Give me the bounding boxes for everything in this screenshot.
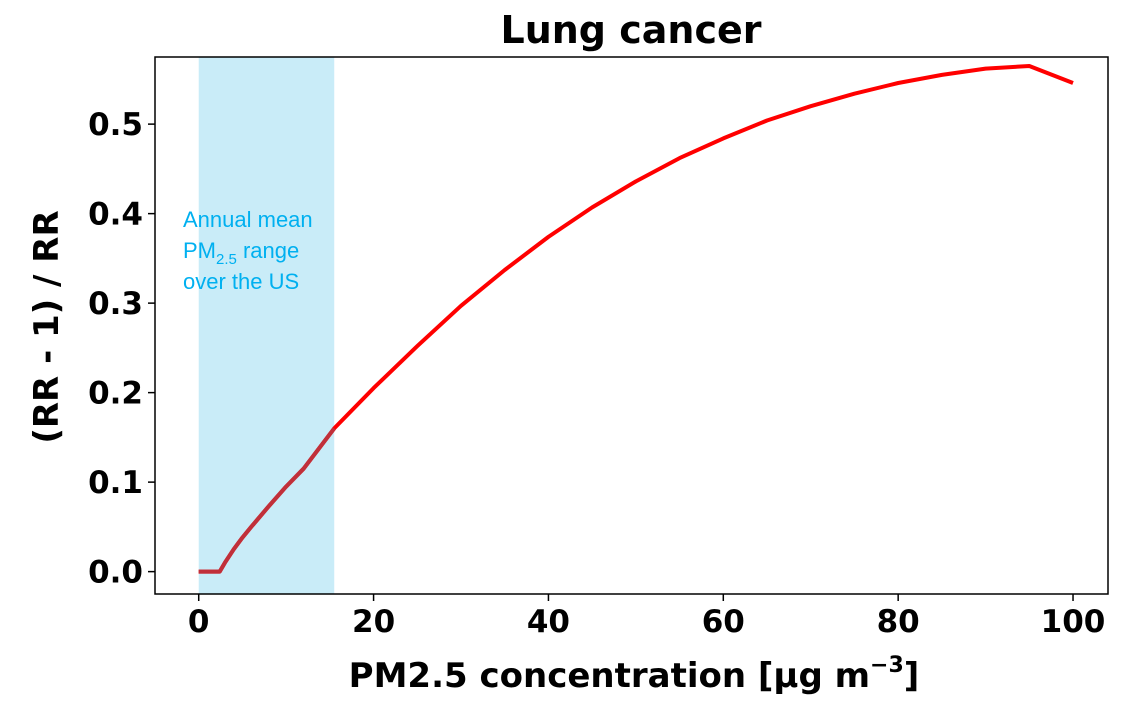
y-tick-label: 0.2 — [88, 376, 143, 412]
x-axis-label: PM2.5 concentration [μg m−3] — [349, 653, 920, 696]
plot-area: 0 20 40 60 80 100 0.0 0.1 0.2 0.3 0.4 0.5 — [88, 56, 1109, 640]
x-tick-label: 60 — [702, 604, 745, 640]
y-tick-label: 0.3 — [88, 286, 143, 322]
y-tick-label: 0.0 — [88, 555, 143, 591]
x-tick-label: 80 — [877, 604, 920, 640]
x-tick-label: 0 — [188, 604, 210, 640]
series-line-overlay — [198, 427, 336, 574]
shaded-annotation-line1: Annual mean — [183, 207, 313, 232]
y-axis-ticks: 0.0 0.1 0.2 0.3 0.4 0.5 — [88, 107, 155, 591]
x-tick-label: 100 — [1041, 604, 1106, 640]
chart-title: Lung cancer — [500, 8, 761, 52]
y-tick-label: 0.4 — [88, 197, 143, 233]
shaded-annotation-line2: PM2.5 range — [183, 238, 299, 268]
x-axis-ticks: 0 20 40 60 80 100 — [188, 594, 1105, 640]
x-tick-label: 20 — [352, 604, 395, 640]
y-tick-label: 0.1 — [88, 465, 143, 501]
plot-frame — [154, 56, 1109, 595]
y-axis-label: (RR - 1) / RR — [27, 210, 67, 443]
shaded-annotation-line3: over the US — [183, 269, 299, 294]
x-tick-label: 40 — [527, 604, 570, 640]
y-tick-label: 0.5 — [88, 107, 143, 143]
shaded-region — [198, 57, 335, 594]
